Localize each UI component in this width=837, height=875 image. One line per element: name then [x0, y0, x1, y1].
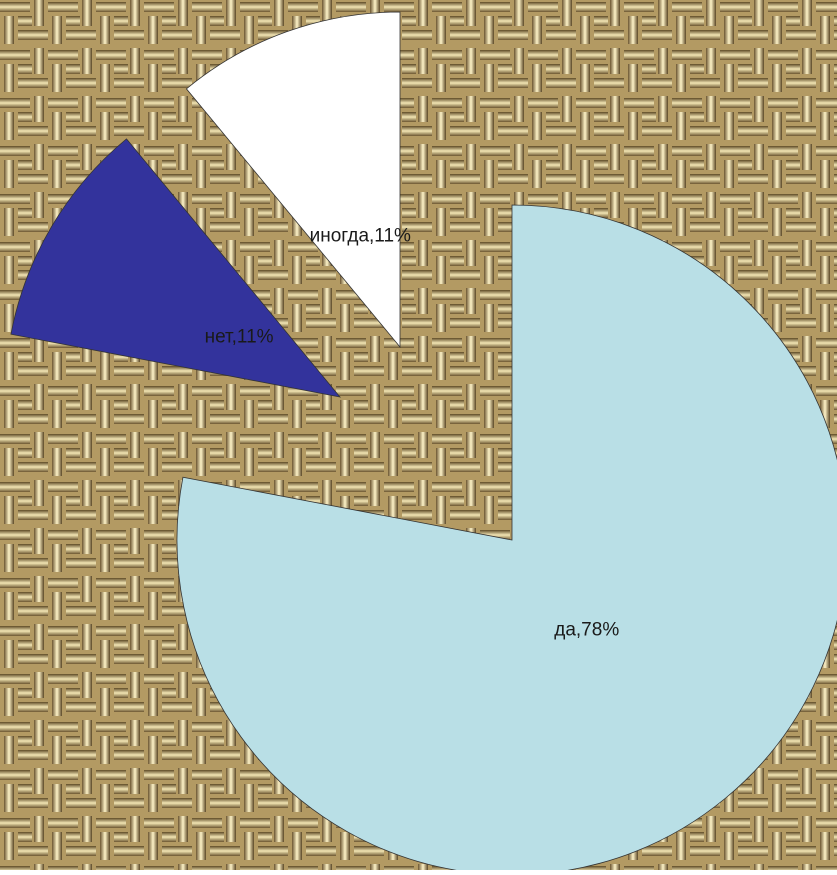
data-label: да,78% [554, 619, 619, 640]
data-label: иногда,11% [310, 226, 411, 247]
pie-slice [176, 204, 837, 875]
pie-slice [185, 11, 401, 349]
data-label: нет,11% [205, 326, 274, 347]
pie-slice [10, 138, 342, 398]
